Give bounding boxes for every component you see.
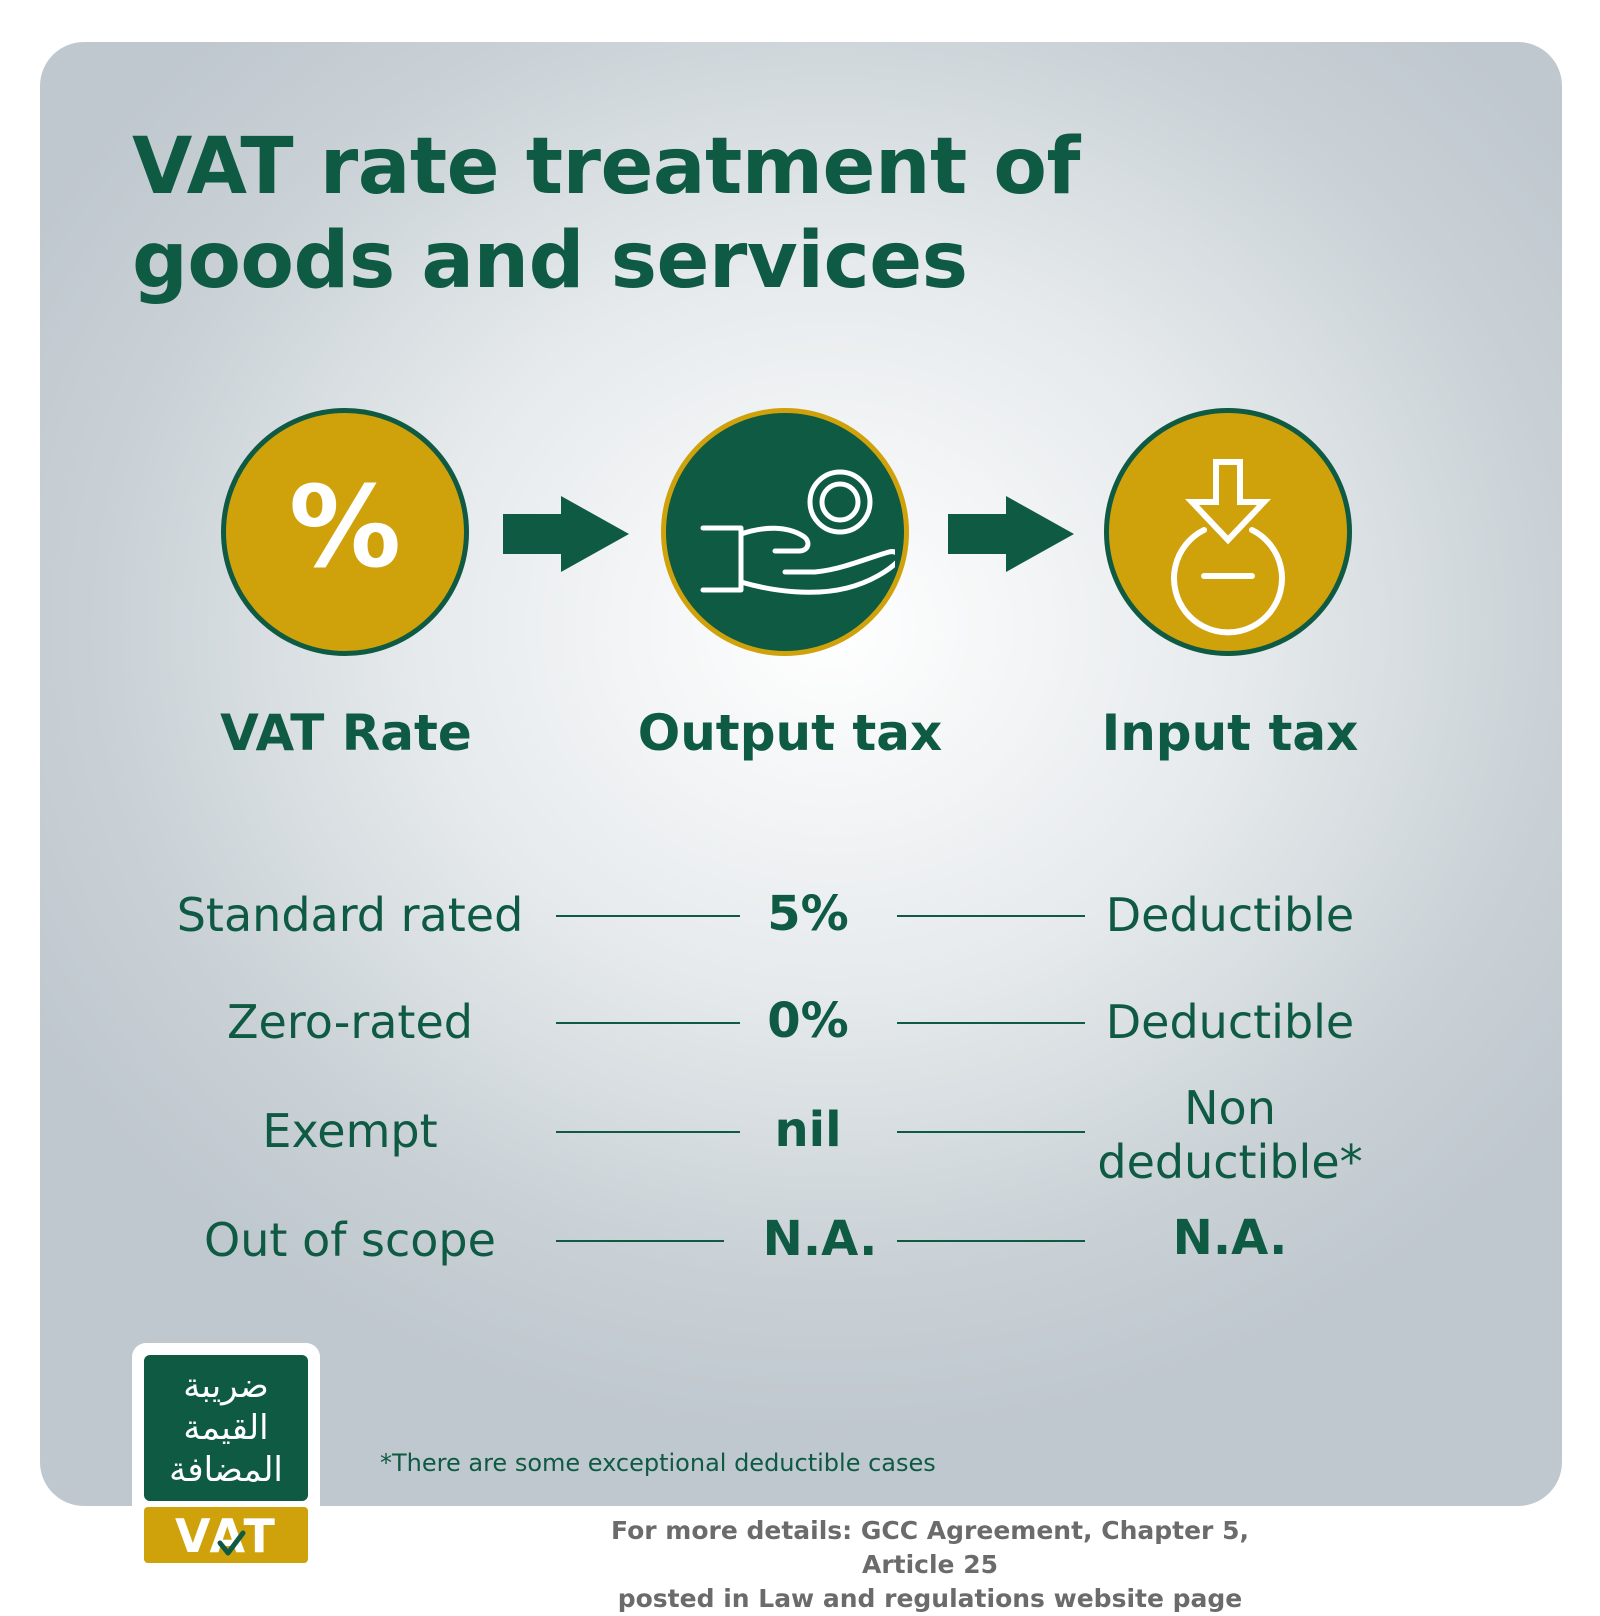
row-output-value: 0% <box>767 993 849 1049</box>
logo-arabic-text: ضريبة القيمة المضافة <box>144 1365 308 1491</box>
row-category: Out of scope <box>204 1213 496 1267</box>
logo-vat-panel: VAT <box>144 1507 308 1563</box>
logo-arabic-line-3: المضافة <box>169 1450 283 1490</box>
logo-arabic-panel: ضريبة القيمة المضافة <box>144 1355 308 1501</box>
connector-line <box>897 1240 1085 1242</box>
output-tax-circle <box>661 408 909 656</box>
source-note: For more details: GCC Agreement, Chapter… <box>570 1514 1290 1616</box>
row-input-line-2: deductible* <box>1097 1135 1363 1189</box>
column-header-input-tax: Input tax <box>1101 704 1359 762</box>
connector-line <box>897 1131 1085 1133</box>
row-category: Exempt <box>262 1104 438 1158</box>
hand-receiving-coin-icon <box>700 469 895 595</box>
row-input-value: Non deductible* <box>1010 1081 1450 1189</box>
arrow-right-icon <box>503 496 629 572</box>
row-category: Standard rated <box>176 888 524 942</box>
logo-vat-text: VAT <box>175 1509 277 1563</box>
deduct-arrow-icon <box>1171 459 1285 636</box>
input-tax-circle <box>1104 408 1352 656</box>
page-title: VAT rate treatment of goods and services <box>132 120 1232 308</box>
title-line-2: goods and services <box>132 216 968 306</box>
connector-line <box>556 1131 740 1133</box>
connector-line <box>556 1022 740 1024</box>
connector-line <box>897 915 1085 917</box>
connector-line <box>556 1240 724 1242</box>
row-output-value: 5% <box>767 886 849 942</box>
source-line-2: posted in Law and regulations website pa… <box>617 1584 1243 1613</box>
infographic-card <box>40 42 1562 1506</box>
column-header-output-tax: Output tax <box>637 704 943 762</box>
connector-line <box>556 915 740 917</box>
row-category: Zero-rated <box>227 995 473 1049</box>
row-output-value: N.A. <box>762 1211 878 1267</box>
title-line-1: VAT rate treatment of <box>132 122 1080 212</box>
connector-line <box>897 1022 1085 1024</box>
checkmark-icon <box>217 1530 246 1556</box>
row-input-value: Deductible <box>1105 995 1355 1049</box>
footnote: *There are some exceptional deductible c… <box>380 1449 936 1477</box>
logo-arabic-line-1: ضريبة <box>183 1366 269 1406</box>
row-input-value: Deductible <box>1105 888 1355 942</box>
row-input-line-1: Non <box>1184 1081 1276 1135</box>
percent-icon: % <box>288 463 402 593</box>
arrow-right-icon <box>948 496 1074 572</box>
logo-arabic-line-2: القيمة <box>183 1408 269 1448</box>
column-header-vat-rate: VAT Rate <box>220 704 472 762</box>
vat-logo: ضريبة القيمة المضافة VAT <box>132 1343 320 1573</box>
row-output-value: nil <box>774 1102 842 1158</box>
vat-rate-circle: % <box>221 408 469 656</box>
source-line-1: For more details: GCC Agreement, Chapter… <box>611 1516 1249 1579</box>
row-input-value: N.A. <box>1172 1210 1288 1266</box>
